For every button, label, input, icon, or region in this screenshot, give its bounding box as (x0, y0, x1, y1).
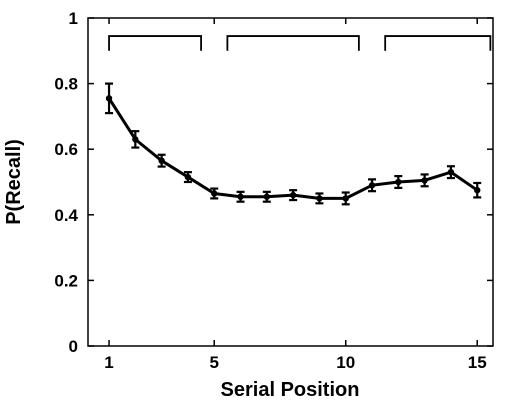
y-tick-label: 0.4 (54, 206, 78, 225)
x-tick-label: 10 (336, 353, 355, 372)
data-point (474, 187, 481, 194)
bracket (384, 35, 492, 51)
data-point (237, 193, 244, 200)
data-point (447, 168, 455, 176)
x-tick-label: 5 (209, 353, 218, 372)
x-axis-ticks: 1 5 10 15 (104, 18, 487, 372)
data-point (184, 173, 192, 181)
x-tick-label: 1 (104, 353, 113, 372)
bracket-group (108, 35, 492, 51)
y-tick-label: 0.6 (54, 140, 78, 159)
data-point (105, 95, 113, 102)
series-line (107, 97, 479, 200)
bracket (226, 35, 360, 51)
y-axis-title: P(Recall) (3, 139, 25, 225)
y-axis-ticks: 0 0.2 0.4 0.6 0.8 1 (54, 9, 493, 356)
data-point (395, 178, 402, 186)
series-group (105, 82, 482, 206)
plot-area-frame (87, 17, 494, 347)
y-tick-label: 0.8 (54, 75, 78, 94)
data-point (263, 193, 271, 200)
data-point (316, 195, 323, 202)
data-point (289, 191, 297, 199)
y-tick-label: 1 (69, 9, 78, 28)
x-tick-label: 15 (468, 353, 487, 372)
bracket (108, 35, 202, 51)
data-point (368, 182, 376, 189)
data-point (421, 177, 428, 184)
data-point (342, 195, 349, 202)
data-point (211, 190, 218, 197)
y-tick-label: 0 (69, 337, 78, 356)
data-point (132, 136, 139, 143)
y-tick-label: 0.2 (54, 271, 78, 290)
x-axis-title: Serial Position (221, 379, 360, 401)
data-point (158, 157, 165, 164)
